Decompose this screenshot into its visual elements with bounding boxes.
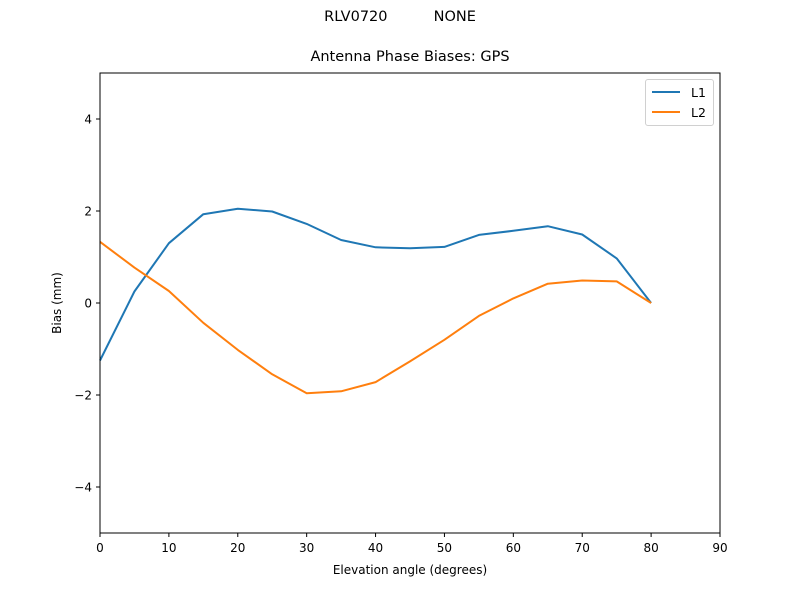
legend: L1 L2 (645, 79, 714, 126)
y-tick-label: 4 (84, 113, 92, 127)
y-tick-label: 0 (84, 297, 92, 311)
x-axis-label: Elevation angle (degrees) (333, 563, 487, 577)
x-tick-label: 80 (643, 541, 658, 555)
y-axis-label: Bias (mm) (50, 272, 64, 334)
x-tick-label: 0 (96, 541, 104, 555)
x-tick-label: 30 (299, 541, 314, 555)
legend-line-l1-icon (652, 91, 680, 93)
legend-item-l1: L1 (652, 82, 706, 102)
legend-line-l2-icon (652, 111, 680, 113)
y-axis-ticks: −4 −2 0 2 4 (74, 113, 100, 495)
series-line-l2 (99, 241, 652, 395)
x-tick-label: 40 (368, 541, 383, 555)
x-tick-label: 50 (437, 541, 452, 555)
y-tick-label: −4 (74, 481, 92, 495)
x-tick-label: 10 (161, 541, 176, 555)
x-tick-label: 20 (230, 541, 245, 555)
chart-title: Antenna Phase Biases: GPS (310, 49, 510, 65)
x-tick-label: 90 (712, 541, 727, 555)
figure-suptitle: RLV0720 NONE (324, 9, 476, 25)
legend-label-l1: L1 (691, 84, 706, 100)
series-layer (99, 207, 652, 395)
x-tick-label: 60 (506, 541, 521, 555)
y-tick-label: −2 (74, 389, 92, 403)
axes-frame (99, 72, 721, 534)
y-tick-label: 2 (84, 205, 92, 219)
legend-label-l2: L2 (691, 104, 706, 120)
legend-item-l2: L2 (652, 102, 706, 122)
x-axis-ticks: 0 10 20 30 40 50 60 70 80 90 (96, 533, 728, 555)
x-tick-label: 70 (575, 541, 590, 555)
series-line-l1 (99, 207, 652, 361)
